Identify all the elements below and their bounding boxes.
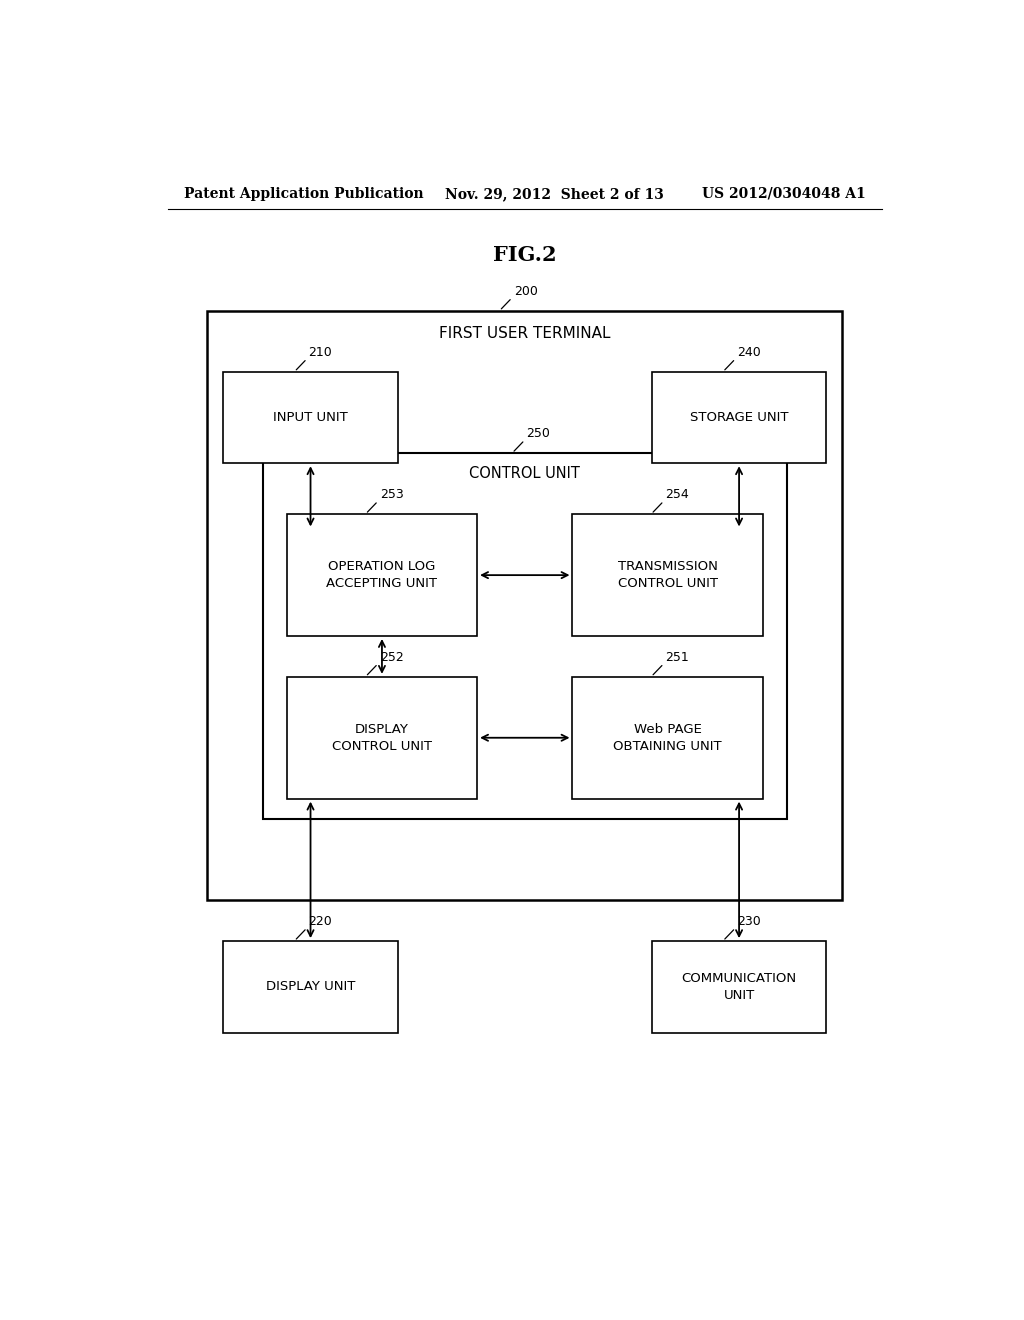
Text: US 2012/0304048 A1: US 2012/0304048 A1 xyxy=(702,187,866,201)
Text: FIG.2: FIG.2 xyxy=(493,246,557,265)
Bar xyxy=(263,453,786,818)
Text: INPUT UNIT: INPUT UNIT xyxy=(273,411,348,424)
Bar xyxy=(207,312,843,900)
Bar xyxy=(223,941,397,1032)
Text: 200: 200 xyxy=(514,285,538,297)
Bar xyxy=(223,372,397,463)
Text: Nov. 29, 2012  Sheet 2 of 13: Nov. 29, 2012 Sheet 2 of 13 xyxy=(445,187,665,201)
Text: 254: 254 xyxy=(666,488,689,500)
Bar xyxy=(572,677,763,799)
Bar xyxy=(572,513,763,636)
Text: 210: 210 xyxy=(308,346,333,359)
Text: 252: 252 xyxy=(380,651,403,664)
Text: 230: 230 xyxy=(737,915,761,928)
Text: 250: 250 xyxy=(526,426,550,440)
Text: CONTROL UNIT: CONTROL UNIT xyxy=(469,466,581,480)
Text: DISPLAY
CONTROL UNIT: DISPLAY CONTROL UNIT xyxy=(332,723,432,752)
Text: STORAGE UNIT: STORAGE UNIT xyxy=(690,411,788,424)
Text: FIRST USER TERMINAL: FIRST USER TERMINAL xyxy=(439,326,610,341)
Text: COMMUNICATION
UNIT: COMMUNICATION UNIT xyxy=(682,972,797,1002)
Text: DISPLAY UNIT: DISPLAY UNIT xyxy=(266,981,355,993)
Text: TRANSMISSION
CONTROL UNIT: TRANSMISSION CONTROL UNIT xyxy=(617,560,718,590)
Text: OPERATION LOG
ACCEPTING UNIT: OPERATION LOG ACCEPTING UNIT xyxy=(327,560,437,590)
Text: 220: 220 xyxy=(308,915,333,928)
Text: 240: 240 xyxy=(737,346,761,359)
Bar xyxy=(652,941,826,1032)
Text: 253: 253 xyxy=(380,488,403,500)
Text: 251: 251 xyxy=(666,651,689,664)
Text: Patent Application Publication: Patent Application Publication xyxy=(183,187,423,201)
Bar xyxy=(287,677,477,799)
Bar xyxy=(287,513,477,636)
Bar xyxy=(652,372,826,463)
Text: Web PAGE
OBTAINING UNIT: Web PAGE OBTAINING UNIT xyxy=(613,723,722,752)
